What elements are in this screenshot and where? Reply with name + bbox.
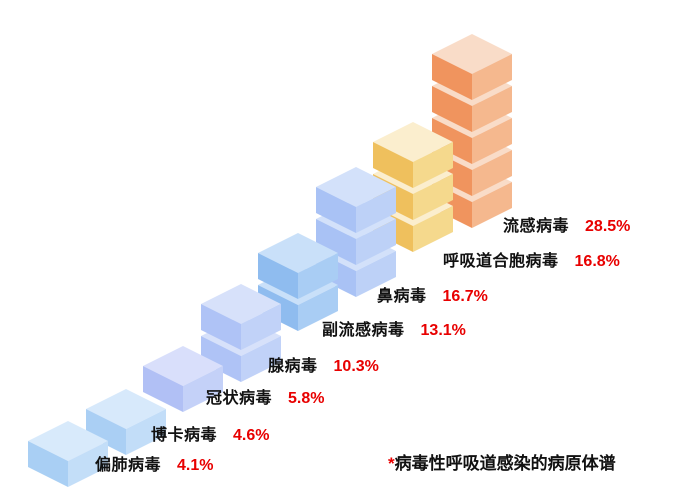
cube-stack-7 bbox=[432, 34, 512, 228]
label-row-bocavirus: 博卡病毒 4.6% bbox=[151, 426, 269, 446]
virus-name: 冠状病毒 bbox=[206, 390, 273, 407]
chart-footnote: *病毒性呼吸道感染的病原体谱 bbox=[388, 453, 616, 475]
percent-value: 10.3% bbox=[333, 358, 379, 375]
cube-stack-1 bbox=[86, 389, 166, 455]
virus-name: 偏肺病毒 bbox=[95, 457, 162, 474]
cube-stack-0 bbox=[28, 421, 108, 487]
virus-name: 流感病毒 bbox=[503, 218, 570, 235]
label-row-rhinovirus: 鼻病毒 16.7% bbox=[377, 287, 488, 307]
label-row-parainfluenza: 副流感病毒 13.1% bbox=[322, 321, 466, 341]
label-row-adenovirus: 腺病毒 10.3% bbox=[268, 357, 379, 377]
percent-value: 16.8% bbox=[574, 253, 620, 270]
percent-value: 5.8% bbox=[288, 390, 325, 407]
virus-name: 呼吸道合胞病毒 bbox=[443, 253, 559, 270]
percent-value: 4.6% bbox=[233, 427, 270, 444]
virus-name: 鼻病毒 bbox=[377, 288, 427, 305]
virus-name: 腺病毒 bbox=[268, 358, 318, 375]
label-row-coronavirus: 冠状病毒 5.8% bbox=[206, 389, 324, 409]
percent-value: 13.1% bbox=[420, 322, 466, 339]
virus-name: 博卡病毒 bbox=[151, 427, 218, 444]
cube-stack-3 bbox=[201, 284, 281, 382]
percent-value: 28.5% bbox=[585, 218, 631, 235]
virus-name: 副流感病毒 bbox=[322, 322, 405, 339]
label-row-metapneumovirus: 偏肺病毒 4.1% bbox=[95, 456, 213, 476]
cube-stack-4 bbox=[258, 233, 338, 331]
percent-value: 4.1% bbox=[177, 457, 214, 474]
cube-stack-2 bbox=[143, 346, 223, 412]
footnote-text: 病毒性呼吸道感染的病原体谱 bbox=[394, 454, 616, 473]
footnote-asterisk: * bbox=[388, 454, 395, 473]
label-row-influenza: 流感病毒 28.5% bbox=[503, 217, 630, 237]
percent-value: 16.7% bbox=[442, 288, 488, 305]
label-row-rsv: 呼吸道合胞病毒 16.8% bbox=[443, 252, 620, 272]
